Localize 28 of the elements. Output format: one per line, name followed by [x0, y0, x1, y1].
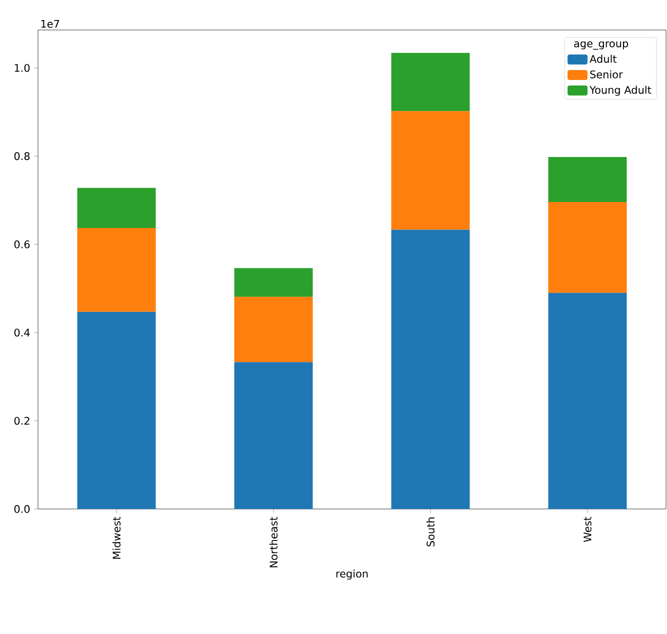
y-tick-label: 0.4 [14, 328, 30, 337]
bar [391, 111, 470, 230]
x-axis-title: region [336, 570, 368, 580]
x-tick-label: Midwest [112, 516, 121, 559]
y-tick-label: 0.8 [14, 152, 30, 160]
y-tick-label: 0.0 [14, 505, 30, 513]
x-tick-label: South [426, 518, 435, 546]
y-tick-label: 0.2 [14, 416, 30, 425]
bar [234, 296, 313, 362]
bar [77, 188, 156, 228]
x-tick-label: West [584, 516, 592, 542]
bar [234, 362, 313, 509]
y-tick-label: 0.6 [14, 240, 30, 248]
text: 1e7 [41, 20, 60, 28]
bar [548, 202, 627, 293]
bar [548, 292, 627, 509]
bar [391, 230, 470, 509]
legend-label: Senior [590, 70, 623, 78]
bar [77, 312, 156, 509]
x-tick-label: Northeast [269, 516, 278, 568]
legend-title: age_group [574, 41, 628, 50]
bar [391, 52, 470, 112]
bar [77, 228, 156, 312]
bar [234, 268, 313, 297]
y-tick-label: 1.0 [14, 64, 30, 72]
legend-label: Young Adult [590, 86, 652, 96]
legend-label: Adult [590, 54, 617, 63]
bar [548, 157, 627, 202]
